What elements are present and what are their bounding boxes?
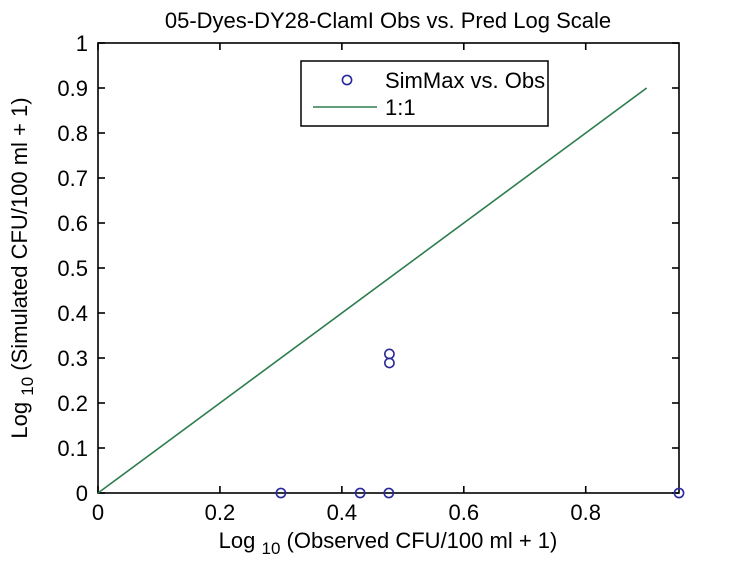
x-tick-label: 0.6	[448, 500, 479, 525]
data-point	[354, 487, 366, 499]
axis-tick-labels: 0 0.2 0.4 0.6 0.8 0 0.1 0.2 0.3 0.4 0.5 0.6 0.7 0.8 0.…	[57, 31, 601, 525]
y-tick-label: 0.7	[57, 166, 88, 191]
y-tick-label: 0	[76, 481, 88, 506]
y-tick-label: 0.1	[57, 436, 88, 461]
y-axis-label: Log 10 (Simulated CFU/100 ml + 1)	[7, 97, 38, 438]
data-point	[383, 487, 395, 499]
x-tick-label: 0.2	[205, 500, 236, 525]
y-tick-label: 0.5	[57, 256, 88, 281]
axis-ticks	[97, 42, 679, 494]
legend: SimMax vs. Obs 1:1	[300, 60, 549, 127]
x-tick-label: 0.4	[327, 500, 358, 525]
legend-entry-one-to-one: 1:1	[385, 95, 416, 120]
x-axis-label-pre: Log	[219, 528, 256, 553]
y-axis-label-subscript: 10	[18, 377, 37, 396]
data-point	[384, 357, 395, 369]
x-axis-label-post: (Observed CFU/100 ml + 1)	[287, 528, 558, 553]
data-series	[97, 87, 685, 499]
x-axis-label-subscript: 10	[261, 539, 280, 558]
y-axis-label-post: (Simulated CFU/100 ml + 1)	[7, 97, 32, 370]
data-point	[384, 348, 395, 360]
y-tick-label: 0.3	[57, 346, 88, 371]
legend-box	[300, 60, 549, 127]
y-tick-label: 0.6	[57, 211, 88, 236]
chart-title: 05-Dyes-DY28-ClamI Obs vs. Pred Log Scal…	[165, 8, 611, 33]
y-tick-label: 0.9	[57, 76, 88, 101]
y-axis-label-pre: Log	[7, 402, 32, 439]
legend-scatter-marker-icon	[341, 74, 353, 86]
data-point	[673, 487, 685, 499]
y-tick-label: 0.2	[57, 391, 88, 416]
one-to-one-line	[97, 87, 648, 494]
y-tick-label: 0.8	[57, 121, 88, 146]
x-axis-label: Log 10 (Observed CFU/100 ml + 1)	[219, 528, 558, 559]
x-tick-label: 0	[92, 500, 104, 525]
y-tick-label: 0.4	[57, 301, 88, 326]
y-tick-label: 1	[76, 31, 88, 56]
legend-entry-simmax: SimMax vs. Obs	[385, 68, 545, 93]
x-tick-label: 0.8	[570, 500, 601, 525]
data-point	[275, 487, 287, 499]
